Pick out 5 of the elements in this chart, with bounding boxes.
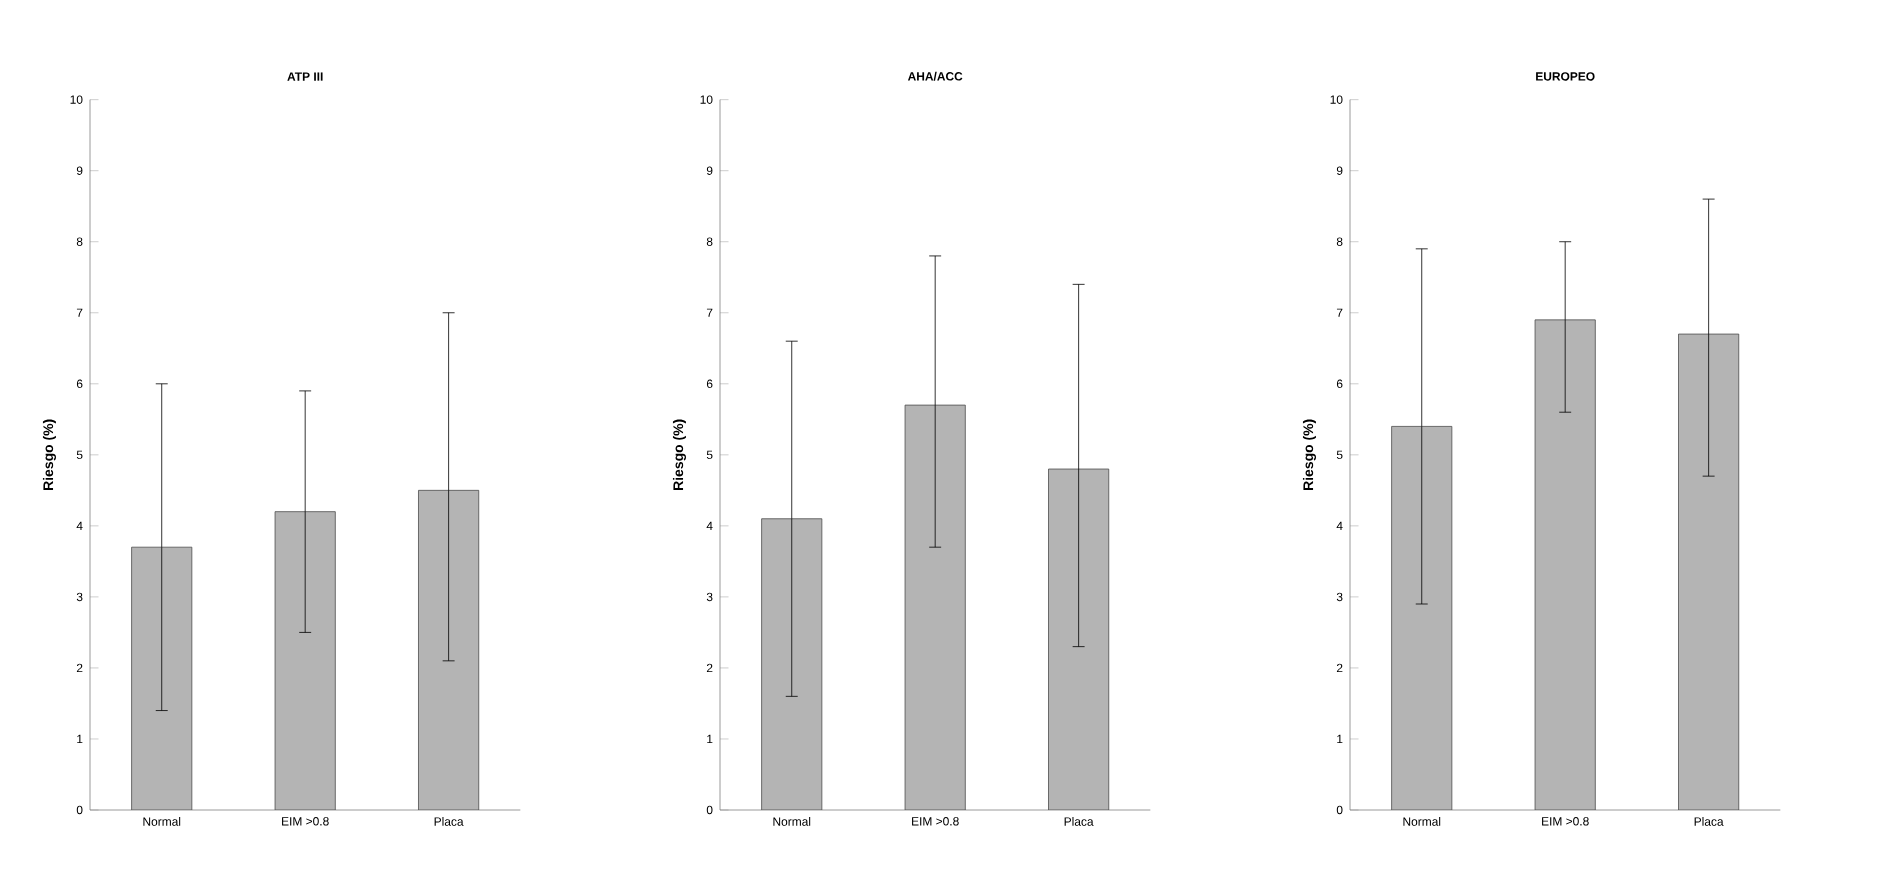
bar bbox=[1391, 426, 1453, 810]
bar bbox=[274, 511, 336, 810]
bar bbox=[904, 404, 966, 810]
bar bbox=[1678, 333, 1740, 810]
bar bbox=[1534, 319, 1596, 810]
